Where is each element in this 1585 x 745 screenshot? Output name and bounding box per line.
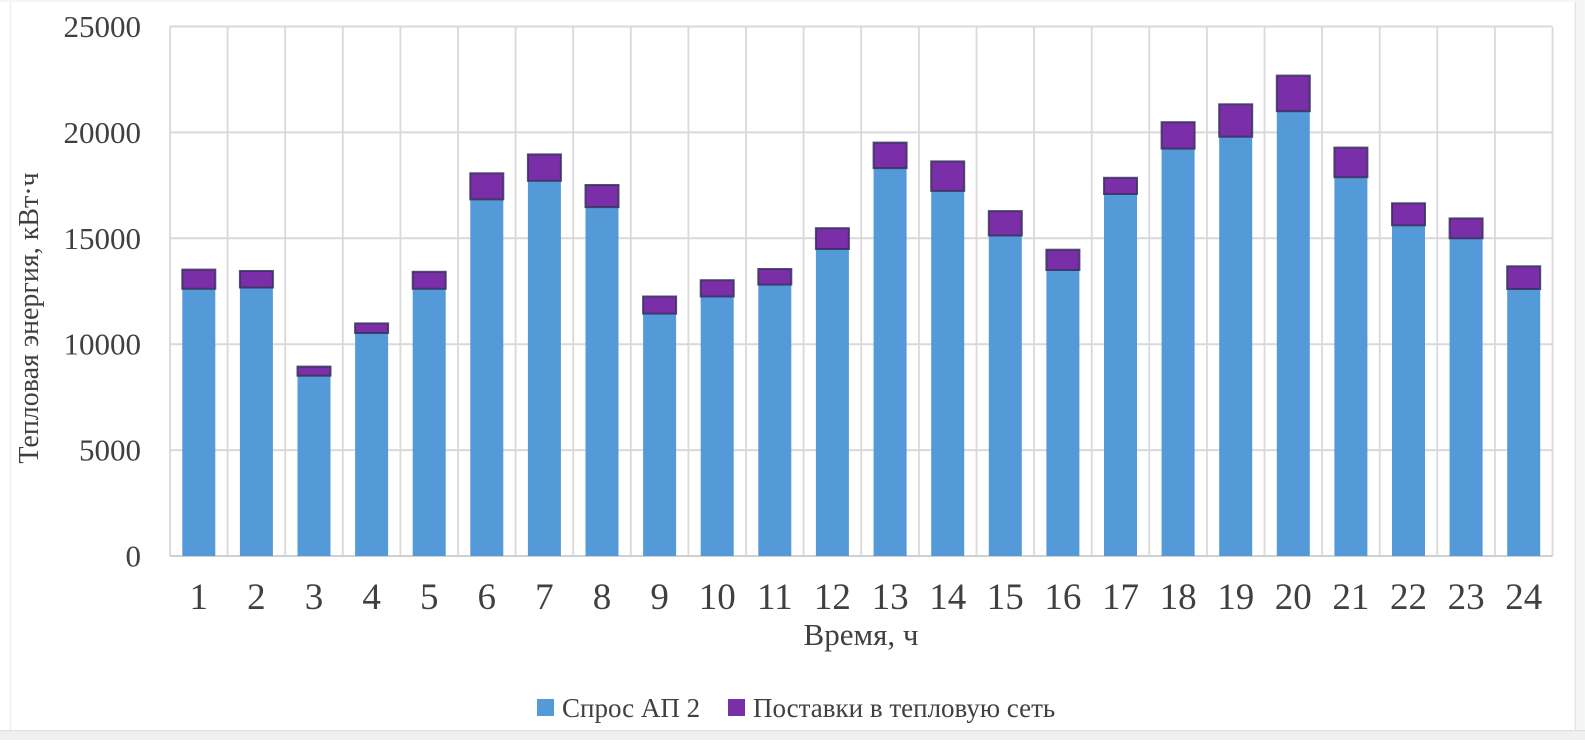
svg-text:23: 23	[1448, 577, 1485, 618]
svg-text:5000: 5000	[79, 433, 141, 468]
svg-text:5: 5	[420, 577, 439, 618]
svg-text:0: 0	[126, 539, 142, 574]
svg-text:15000: 15000	[64, 221, 142, 256]
svg-text:24: 24	[1505, 577, 1542, 618]
svg-text:Тепловая энергия, кВт·ч: Тепловая энергия, кВт·ч	[14, 172, 45, 463]
svg-text:17: 17	[1102, 577, 1139, 618]
svg-text:14: 14	[929, 577, 966, 618]
svg-text:19: 19	[1217, 577, 1254, 618]
svg-text:Спрос АП 2: Спрос АП 2	[562, 693, 700, 723]
svg-text:2: 2	[247, 577, 266, 618]
svg-text:4: 4	[362, 577, 381, 618]
svg-text:18: 18	[1160, 577, 1197, 618]
svg-text:20000: 20000	[64, 115, 142, 150]
svg-text:8: 8	[593, 577, 612, 618]
svg-text:Время, ч: Время, ч	[804, 617, 919, 652]
svg-text:12: 12	[814, 577, 851, 618]
svg-text:7: 7	[535, 577, 554, 618]
svg-text:1: 1	[190, 577, 209, 618]
svg-text:Поставки в тепловую сеть: Поставки в тепловую сеть	[753, 693, 1055, 723]
svg-text:20: 20	[1275, 577, 1312, 618]
svg-text:15: 15	[987, 577, 1024, 618]
svg-text:25000: 25000	[64, 9, 142, 44]
svg-text:22: 22	[1390, 577, 1427, 618]
svg-text:16: 16	[1044, 577, 1081, 618]
svg-text:10000: 10000	[64, 327, 142, 362]
svg-text:13: 13	[872, 577, 909, 618]
svg-text:6: 6	[478, 577, 497, 618]
svg-text:21: 21	[1332, 577, 1369, 618]
svg-text:3: 3	[305, 577, 324, 618]
svg-text:9: 9	[650, 577, 669, 618]
svg-text:11: 11	[757, 577, 793, 618]
svg-text:10: 10	[699, 577, 736, 618]
